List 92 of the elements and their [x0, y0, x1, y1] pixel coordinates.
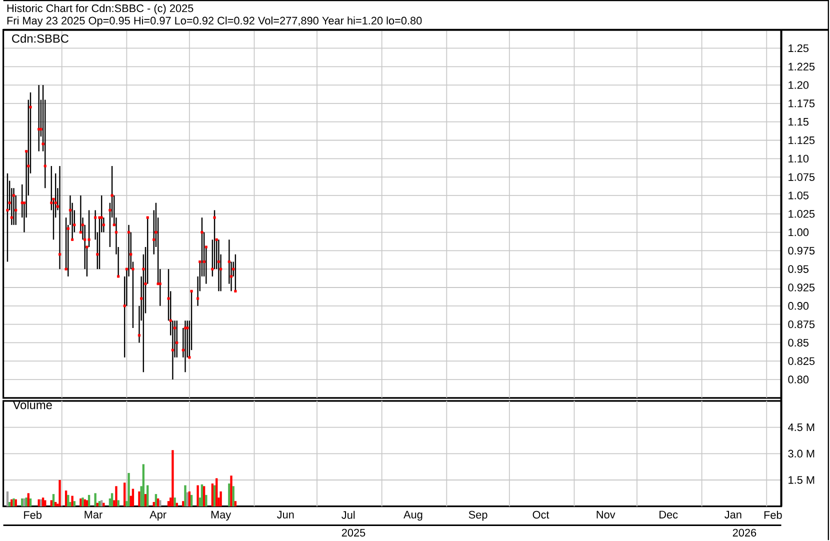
- bar: [102, 502, 105, 506]
- bar: [146, 485, 149, 506]
- bar: [110, 493, 114, 506]
- bar: [176, 502, 178, 506]
- bar: [54, 502, 57, 506]
- y-tick-label: 0.80: [788, 376, 809, 384]
- bar: [71, 496, 74, 506]
- bar: [186, 492, 188, 506]
- bar: [88, 495, 90, 506]
- bar: [29, 498, 32, 506]
- x-tick-label: Feb: [764, 510, 782, 519]
- y-tick-label: 4.5 M: [788, 424, 814, 432]
- bar: [86, 500, 88, 506]
- bar: [184, 485, 186, 506]
- bar: [98, 501, 101, 506]
- x-tick-label: Aug: [404, 510, 422, 521]
- y-tick-label: 1.20: [788, 81, 809, 90]
- y-tick-label: 0.925: [788, 284, 815, 292]
- bar: [132, 488, 134, 506]
- bar: [159, 500, 162, 506]
- bar: [216, 478, 218, 506]
- bar: [50, 500, 52, 506]
- bar: [64, 490, 68, 506]
- bar: [67, 495, 70, 506]
- annotation: Cdn:SBBC: [12, 34, 69, 43]
- text: 2025: [342, 528, 366, 537]
- bar: [128, 473, 130, 506]
- y-tick-label: 0.825: [788, 357, 815, 366]
- bar: [115, 486, 118, 506]
- text: 2026: [732, 528, 756, 537]
- x-tick-label: Jul: [342, 510, 355, 519]
- y-tick-label: 1.125: [788, 136, 815, 144]
- bar: [142, 464, 145, 506]
- bar: [190, 495, 193, 506]
- y-tick-label: 1.25: [788, 44, 809, 52]
- bar: [234, 501, 237, 506]
- y-tick-label: 1.175: [788, 100, 815, 108]
- x-tick-label: Apr: [150, 510, 166, 521]
- bar: [205, 495, 208, 506]
- y-tick-label: 1.00: [788, 228, 809, 236]
- bar: [124, 482, 126, 506]
- bar: [58, 480, 61, 506]
- chart-title: Volume: [12, 400, 52, 410]
- chart-subtitle: Fri May 23 2025 Op=0.95 Hi=0.97 Lo=0.92 Cl=0.92 Vol=277,890 Year hi=1.20 lo=0.80: [7, 16, 422, 27]
- y-tick-label: 0.95: [788, 265, 809, 274]
- bar: [182, 501, 184, 506]
- y-tick-label: 0.875: [788, 320, 815, 328]
- bar: [144, 494, 147, 506]
- y-tick-label: 1.075: [788, 173, 815, 182]
- bar: [196, 485, 199, 506]
- bar: [232, 486, 234, 506]
- bar: [228, 484, 230, 506]
- y-tick-label: 0.90: [788, 302, 809, 310]
- bar: [138, 492, 140, 506]
- x-tick-label: Feb: [24, 510, 42, 519]
- bar: [73, 501, 76, 506]
- bar: [38, 499, 40, 506]
- x-tick-label: Sep: [468, 510, 488, 521]
- bar: [188, 492, 191, 506]
- bar: [167, 501, 170, 506]
- y-tick-label: 1.05: [788, 192, 809, 200]
- x-tick-label: Mar: [84, 510, 102, 519]
- y-tick-label: 3.0 M: [788, 450, 814, 458]
- chart-title: Historic Chart for Cdn:SBBC - (c) 2025: [7, 4, 194, 14]
- bar: [94, 493, 96, 506]
- bar: [220, 492, 222, 506]
- y-tick-label: 0.85: [788, 338, 809, 347]
- bar: [8, 502, 11, 506]
- bar: [44, 500, 46, 506]
- bar: [6, 492, 9, 506]
- bar: [27, 493, 30, 506]
- bar: [172, 450, 174, 506]
- bar: [154, 494, 158, 506]
- bar: [156, 498, 160, 506]
- x-tick-label: Dec: [660, 510, 678, 519]
- x-tick-label: May: [211, 510, 232, 521]
- y-tick-label: 0.975: [788, 246, 815, 255]
- bar: [174, 498, 176, 506]
- bar: [230, 476, 232, 506]
- bar: [100, 500, 103, 506]
- x-tick-label: Jun: [277, 510, 294, 519]
- y-tick-label: 1.025: [788, 210, 815, 218]
- x-tick-label: Oct: [532, 510, 550, 519]
- x-tick-label: Nov: [596, 510, 616, 519]
- bar: [152, 502, 155, 506]
- y-tick-label: 1.5 M: [788, 476, 814, 484]
- y-tick-label: 1.225: [788, 62, 815, 71]
- bar: [117, 500, 120, 506]
- bar: [52, 494, 55, 506]
- y-tick-label: 1.15: [788, 118, 809, 126]
- x-tick-label: Jan: [724, 510, 742, 519]
- y-tick-label: 1.10: [788, 154, 809, 163]
